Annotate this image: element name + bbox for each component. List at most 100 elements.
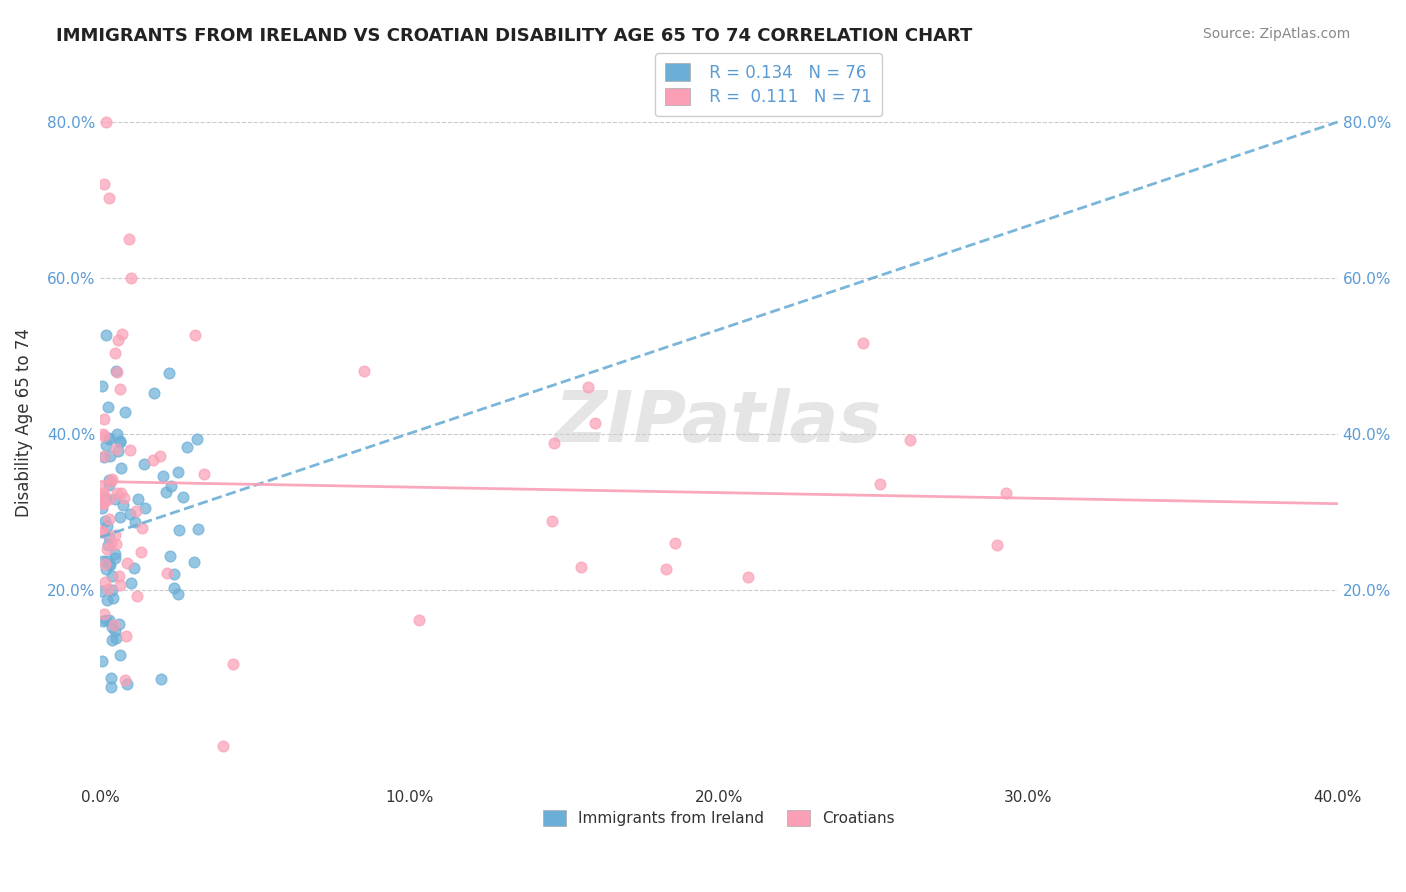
Point [107, 568, 129, 582]
Point [183, 555, 205, 569]
Point [91, 493, 114, 508]
Point [543, 436, 565, 450]
Point [167, 523, 190, 537]
Point [172, 490, 194, 504]
Point [96, 542, 118, 557]
Point [96, 519, 118, 533]
Point [93, 607, 115, 622]
Text: ZIPatlas: ZIPatlas [555, 388, 883, 457]
Point [100, 449, 122, 463]
Point [94, 574, 117, 589]
Point [98, 557, 121, 571]
Point [193, 467, 215, 481]
Point [107, 444, 129, 458]
Point [104, 528, 127, 542]
Point [737, 570, 759, 584]
Point [114, 629, 136, 643]
Point [117, 677, 139, 691]
Point [104, 631, 127, 645]
Y-axis label: Disability Age 65 to 74: Disability Age 65 to 74 [15, 328, 32, 516]
Point [107, 616, 129, 631]
Point [93, 450, 115, 464]
Point [93, 486, 115, 500]
Point [93, 429, 115, 443]
Point [100, 632, 122, 647]
Point [408, 614, 430, 628]
Point [94, 514, 117, 528]
Point [93, 491, 115, 505]
Point [93, 449, 115, 463]
Point [91, 525, 114, 540]
Point [187, 522, 209, 536]
Point [131, 521, 153, 535]
Point [103, 547, 125, 561]
Point [104, 346, 127, 360]
Point [110, 648, 132, 662]
Point [142, 453, 165, 467]
Point [104, 492, 127, 507]
Point [96, 438, 118, 452]
Point [104, 624, 127, 638]
Point [105, 426, 128, 441]
Point [124, 516, 146, 530]
Point [93, 412, 115, 426]
Point [120, 271, 142, 285]
Point [115, 556, 138, 570]
Point [118, 443, 141, 458]
Point [114, 404, 136, 418]
Point [93, 493, 115, 508]
Point [97, 530, 120, 544]
Point [94, 328, 117, 343]
Point [994, 485, 1017, 500]
Point [111, 326, 134, 341]
Point [97, 492, 120, 507]
Point [98, 478, 121, 492]
Point [101, 583, 124, 598]
Point [98, 512, 121, 526]
Point [898, 433, 921, 447]
Point [97, 613, 120, 627]
Text: IMMIGRANTS FROM IRELAND VS CROATIAN DISABILITY AGE 65 TO 74 CORRELATION CHART: IMMIGRANTS FROM IRELAND VS CROATIAN DISA… [56, 27, 973, 45]
Point [90, 583, 112, 598]
Point [353, 364, 375, 378]
Point [97, 473, 120, 487]
Text: Source: ZipAtlas.com: Source: ZipAtlas.com [1202, 27, 1350, 41]
Point [160, 479, 183, 493]
Point [91, 655, 114, 669]
Point [94, 613, 117, 627]
Point [97, 432, 120, 446]
Point [101, 591, 124, 605]
Point [90, 501, 112, 516]
Point [869, 477, 891, 491]
Point [212, 739, 235, 753]
Point [104, 551, 127, 566]
Point [91, 496, 114, 510]
Point [90, 524, 112, 539]
Point [93, 178, 115, 192]
Point [101, 620, 124, 634]
Point [167, 587, 190, 601]
Point [134, 500, 156, 515]
Point [93, 554, 115, 568]
Point [96, 554, 118, 568]
Point [100, 536, 122, 550]
Point [112, 491, 135, 506]
Point [103, 618, 125, 632]
Point [159, 549, 181, 563]
Point [107, 334, 129, 348]
Point [132, 457, 155, 471]
Point [155, 485, 177, 500]
Point [108, 434, 131, 449]
Point [852, 335, 875, 350]
Point [186, 432, 208, 446]
Point [94, 115, 117, 129]
Point [166, 466, 188, 480]
Point [97, 538, 120, 552]
Point [97, 582, 120, 597]
Point [655, 562, 678, 576]
Point [163, 567, 186, 582]
Point [127, 491, 149, 506]
Point [100, 680, 122, 694]
Point [120, 576, 142, 591]
Point [91, 481, 114, 495]
